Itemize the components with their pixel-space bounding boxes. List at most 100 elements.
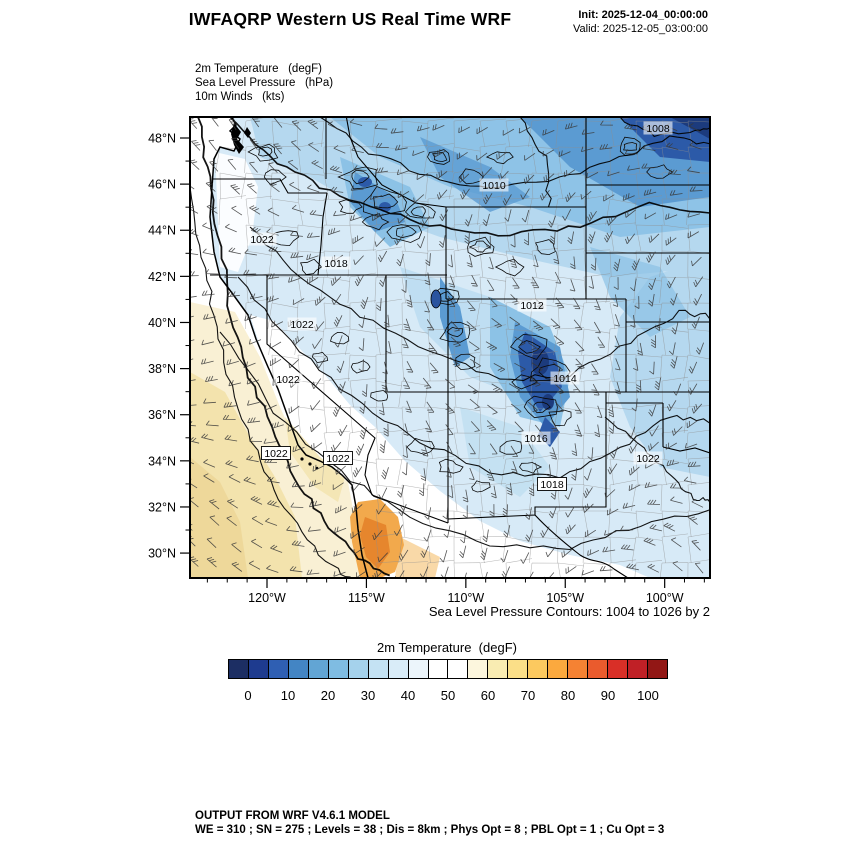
lat-tick-label: 44°N: [148, 224, 176, 238]
lon-tick-label: 115°W: [348, 591, 385, 605]
colorbar-cell: [248, 660, 269, 678]
lat-tick-label: 46°N: [148, 178, 176, 192]
map-frame: [189, 116, 711, 579]
state-borders: [210, 117, 710, 578]
svg-text:1022: 1022: [636, 453, 660, 465]
channel-island: [308, 462, 312, 466]
svg-text:1012: 1012: [520, 300, 544, 312]
channel-island: [300, 457, 304, 461]
colorbar-cell: [528, 660, 549, 678]
colorbar-tick-label: 0: [244, 688, 252, 703]
colorbar-cell: [648, 660, 667, 678]
temp-fill-tan-corner: [190, 457, 248, 578]
wrf-map: 1008 1010 1022 1018 1022 1012 1022 1014 1022 1022…: [148, 116, 711, 605]
model-output-footer: OUTPUT FROM WRF V4.6.1 MODEL WE = 310 ; …: [195, 810, 664, 837]
lat-tick-label: 32°N: [148, 500, 176, 514]
pressure-contour-label: 1022: [261, 446, 291, 460]
svg-text:1022: 1022: [290, 319, 314, 331]
field-label: 2m Temperature (degF): [195, 63, 322, 75]
temp-fill-dark-id1: [358, 177, 372, 187]
colorbar-cell: [388, 660, 409, 678]
colorbar-cell: [408, 660, 429, 678]
footer-line1: OUTPUT FROM WRF V4.6.1 MODEL: [195, 810, 390, 822]
svg-text:1022: 1022: [326, 453, 350, 465]
valid-time-label: Valid: 2025-12-05_03:00:00: [573, 23, 708, 35]
colorbar-cell: [508, 660, 529, 678]
svg-text:1022: 1022: [276, 374, 300, 386]
lon-tick-label: 100°W: [646, 591, 684, 605]
wind-barbs: [190, 117, 704, 578]
pressure-contour-label: 1022: [323, 451, 353, 465]
colorbar-cell: [428, 660, 449, 678]
lon-tick-label: 105°W: [546, 591, 584, 605]
footer-line2: WE = 310 ; SN = 275 ; Levels = 38 ; Dis …: [195, 823, 665, 836]
pressure-contour-label: 1012: [517, 298, 547, 312]
colorbar-cell: [468, 660, 489, 678]
temp-fill-midlight-nm: [460, 407, 550, 497]
colorbar-cell: [568, 660, 589, 678]
pressure-contour-label: 1014: [550, 371, 580, 385]
svg-text:1018: 1018: [540, 479, 564, 491]
pressure-contour-label: 1018: [537, 477, 567, 491]
temp-fill-navy-co2: [542, 394, 554, 410]
colorbar-cell: [229, 660, 249, 678]
pressure-contour-label: 1010: [479, 178, 509, 192]
pressure-contour-label: 1022: [633, 451, 663, 465]
colorbar-cell: [288, 660, 309, 678]
colorbar-tick-label: 20: [320, 688, 336, 703]
colorbar-tick-label: 90: [600, 688, 616, 703]
temp-fill-deeporange-baja: [360, 517, 390, 569]
colorbar-tick-label: 100: [637, 688, 659, 703]
temp-fill-mid-wyoming: [590, 247, 690, 337]
colorbar-tick-label: 80: [560, 688, 576, 703]
colorbar-tick-label: 10: [280, 688, 296, 703]
colorbar-cell: [448, 660, 469, 678]
colorbar-cell: [628, 660, 649, 678]
lon-tick-label: 120°W: [248, 591, 286, 605]
pressure-contour-label: 1022: [287, 317, 317, 331]
svg-text:1016: 1016: [524, 433, 548, 445]
colorbar-cell: [488, 660, 509, 678]
svg-text:1018: 1018: [324, 258, 348, 270]
contour-note: Sea Level Pressure Contours: 1004 to 102…: [428, 604, 710, 619]
field-label: Sea Level Pressure (hPa): [195, 77, 334, 89]
lat-tick-label: 42°N: [148, 270, 176, 284]
lat-tick-label: 40°N: [148, 316, 176, 330]
colorbar-tick-label: 40: [400, 688, 416, 703]
page-title: IWFAQRP Western US Real Time WRF: [188, 9, 512, 29]
colorbar-tick-labels: 0 10 20 30 40 50 60 70 80 90 100: [228, 688, 668, 704]
pressure-contour-label: 1018: [321, 256, 351, 270]
colorbar-title: 2m Temperature (degF): [377, 640, 517, 655]
svg-text:1014: 1014: [553, 373, 577, 385]
colorbar-cell: [588, 660, 609, 678]
pressure-contour-label: 1022: [247, 232, 277, 246]
map-axes: 48°N 46°N 44°N 42°N 40°N 38°N 36°N 34°N 32°N 30°N…: [148, 132, 705, 605]
colorbar-cell: [348, 660, 369, 678]
temp-fill-sonora-tint: [395, 537, 440, 578]
lon-tick-label: 110°W: [447, 591, 484, 605]
colorbar-tick-label: 60: [480, 688, 496, 703]
temp-fill-deep-idaho: [350, 172, 405, 232]
colorbar-cell: [548, 660, 569, 678]
colorbar-cell: [608, 660, 629, 678]
great-salt-lake: [430, 289, 442, 309]
lat-tick-label: 38°N: [148, 362, 176, 376]
colorbar-cell: [268, 660, 289, 678]
init-time-label: Init: 2025-12-04_00:00:00: [578, 9, 708, 21]
colorbar-tick-label: 70: [520, 688, 536, 703]
lat-tick-label: 30°N: [148, 547, 176, 561]
colorbar: [228, 659, 668, 679]
lat-tick-label: 48°N: [148, 132, 176, 146]
pressure-contour-label: 1016: [521, 431, 551, 445]
field-label: 10m Winds (kts): [195, 91, 285, 103]
colorbar-cell: [308, 660, 329, 678]
svg-text:1010: 1010: [482, 180, 506, 192]
pressure-contour-label: 1022: [273, 372, 303, 386]
puget-sound: [231, 123, 251, 154]
colorbar-cell: [328, 660, 349, 678]
pressure-contour-label: 1008: [643, 121, 673, 135]
svg-text:1022: 1022: [264, 448, 288, 460]
lat-tick-label: 36°N: [148, 408, 176, 422]
coastline: [209, 117, 369, 578]
